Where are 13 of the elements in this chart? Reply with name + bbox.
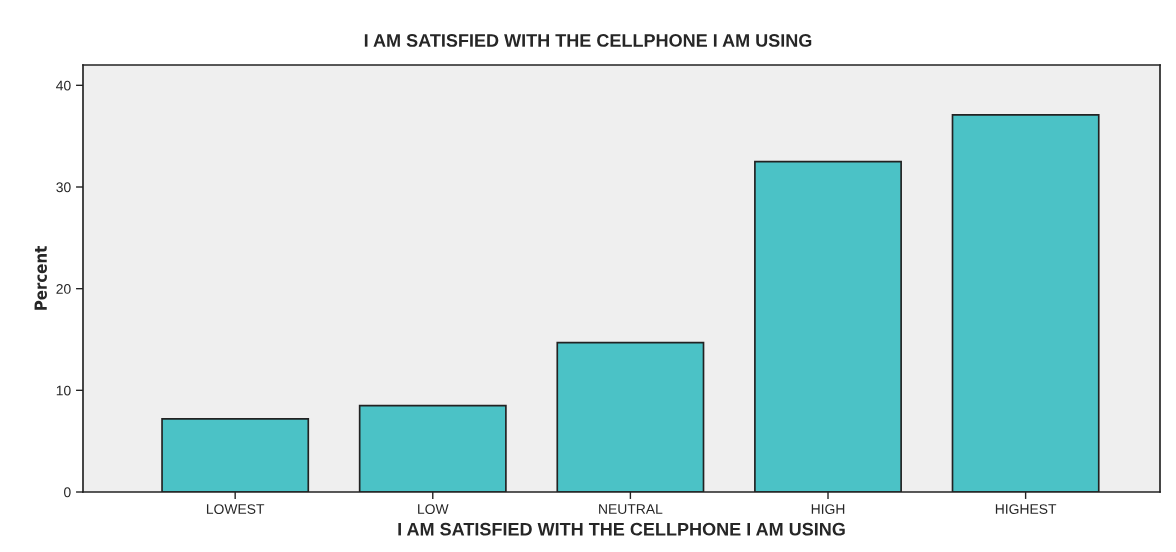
y-axis-title: Percent — [34, 246, 47, 310]
x-tick-label: LOWEST — [206, 504, 265, 515]
y-tick-label: 30 — [56, 182, 71, 193]
chart-title: I AM SATISFIED WITH THE CELLPHONE I AM USING — [364, 34, 812, 47]
y-tick-label: 0 — [64, 487, 71, 498]
y-tick-label: 20 — [56, 284, 71, 294]
y-tick-label: 10 — [56, 385, 71, 396]
x-tick-label: LOW — [418, 504, 449, 515]
x-tick-label: HIGH — [811, 504, 845, 515]
x-tick-label: NEUTRAL — [599, 504, 663, 515]
x-tick-label: HIGHEST — [995, 504, 1057, 515]
y-tick-label: 40 — [56, 80, 71, 91]
x-axis-title: I AM SATISFIED WITH THE CELLPHONE I AM USING — [398, 522, 845, 536]
